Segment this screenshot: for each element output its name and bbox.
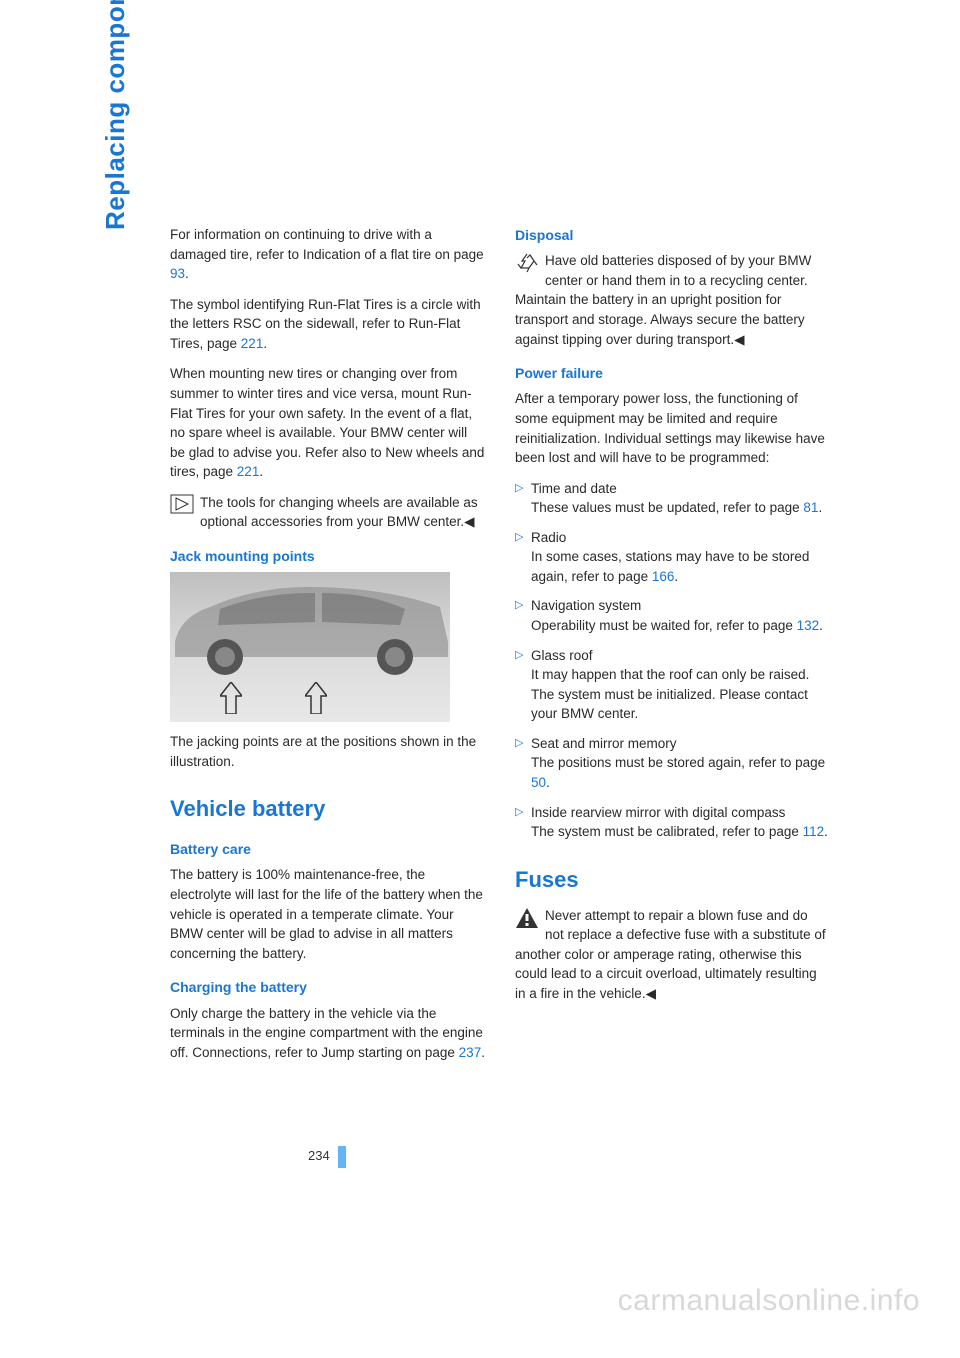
- list-item: ▷ Navigation system Operability must be …: [515, 596, 830, 635]
- list-item-title: Seat and mirror memory: [531, 736, 677, 751]
- list-marker-icon: ▷: [515, 481, 523, 497]
- fuses-paragraph: Never attempt to repair a blown fuse and…: [515, 906, 830, 1004]
- list-item-body: These values must be updated, refer to p…: [531, 500, 803, 515]
- section-heading-fuses: Fuses: [515, 864, 830, 896]
- list-item: ▷ Radio In some cases, stations may have…: [515, 528, 830, 587]
- body-text: .: [185, 266, 189, 281]
- subheading-power-failure: Power failure: [515, 363, 830, 383]
- subheading-charging: Charging the battery: [170, 977, 485, 997]
- paragraph: When mounting new tires or changing over…: [170, 364, 485, 481]
- note-paragraph: The tools for changing wheels are availa…: [170, 493, 485, 532]
- page: Replacing components For information on …: [0, 0, 960, 1358]
- body-text: For information on continuing to drive w…: [170, 227, 484, 262]
- note-icon: [170, 494, 194, 520]
- body-text: After a temporary power loss, the functi…: [515, 389, 830, 467]
- list-item-body: .: [818, 500, 822, 515]
- page-number: 234: [308, 1148, 330, 1163]
- body-text: The battery is 100% maintenance-free, th…: [170, 865, 485, 963]
- end-mark-icon: ◀: [464, 514, 474, 529]
- jack-points-illustration: [170, 572, 450, 722]
- caption-text: The jacking points are at the positions …: [170, 732, 485, 771]
- list-item-body: The system must be calibrated, refer to …: [531, 824, 803, 839]
- end-mark-icon: ◀: [646, 986, 656, 1001]
- car-silhouette-icon: [170, 577, 450, 677]
- paragraph: The symbol identifying Run-Flat Tires is…: [170, 295, 485, 354]
- end-mark-icon: ◀: [734, 332, 744, 347]
- watermark-text: carmanualsonline.info: [618, 1284, 920, 1318]
- body-text: .: [481, 1045, 485, 1060]
- page-link[interactable]: 81: [803, 500, 818, 515]
- body-text: .: [259, 464, 263, 479]
- warning-icon: [515, 907, 539, 935]
- page-link[interactable]: 132: [797, 618, 820, 633]
- fuses-text: Never attempt to repair a blown fuse and…: [515, 908, 826, 1001]
- list-marker-icon: ▷: [515, 530, 523, 546]
- list-item-body: .: [819, 618, 823, 633]
- subheading-disposal: Disposal: [515, 225, 830, 245]
- list-item: ▷ Inside rearview mirror with digital co…: [515, 803, 830, 842]
- list-item-title: Radio: [531, 530, 566, 545]
- page-link[interactable]: 221: [241, 336, 264, 351]
- list-item: ▷ Glass roof It may happen that the roof…: [515, 646, 830, 724]
- list-item-body: It may happen that the roof can only be …: [531, 667, 809, 721]
- page-link[interactable]: 221: [237, 464, 260, 479]
- subheading-care: Battery care: [170, 839, 485, 859]
- note-text: The tools for changing wheels are availa…: [200, 495, 478, 530]
- body-text: When mounting new tires or changing over…: [170, 366, 484, 479]
- power-failure-list: ▷ Time and date These values must be upd…: [515, 479, 830, 842]
- disposal-text: Have old batteries disposed of by your B…: [515, 253, 811, 346]
- arrow-up-icon: [305, 682, 327, 714]
- page-link[interactable]: 166: [652, 569, 675, 584]
- list-marker-icon: ▷: [515, 598, 523, 614]
- page-link[interactable]: 112: [803, 824, 825, 839]
- body-text: Only charge the battery in the vehicle v…: [170, 1006, 483, 1060]
- page-link[interactable]: 50: [531, 775, 546, 790]
- list-item: ▷ Time and date These values must be upd…: [515, 479, 830, 518]
- list-marker-icon: ▷: [515, 805, 523, 821]
- list-marker-icon: ▷: [515, 648, 523, 664]
- list-item-body: .: [824, 824, 828, 839]
- list-item-title: Time and date: [531, 481, 617, 496]
- list-item-body: Operability must be waited for, refer to…: [531, 618, 797, 633]
- recycle-icon: [515, 252, 539, 280]
- list-item: ▷ Seat and mirror memory The positions m…: [515, 734, 830, 793]
- list-item-body: .: [546, 775, 550, 790]
- body-text: The symbol identifying Run-Flat Tires is…: [170, 297, 481, 351]
- paragraph: Only charge the battery in the vehicle v…: [170, 1004, 485, 1063]
- list-item-title: Navigation system: [531, 598, 641, 613]
- list-item-title: Glass roof: [531, 648, 593, 663]
- right-column: Disposal Have old batteries disposed of …: [515, 225, 830, 1073]
- side-tab-title: Replacing components: [100, 0, 131, 230]
- list-item-body: The positions must be stored again, refe…: [531, 755, 825, 770]
- arrow-up-icon: [220, 682, 242, 714]
- disposal-paragraph: Have old batteries disposed of by your B…: [515, 251, 830, 349]
- body-text: .: [263, 336, 267, 351]
- list-marker-icon: ▷: [515, 736, 523, 752]
- paragraph: For information on continuing to drive w…: [170, 225, 485, 284]
- content-area: For information on continuing to drive w…: [170, 225, 830, 1073]
- list-item-body: .: [674, 569, 678, 584]
- list-item-title: Inside rearview mirror with digital comp…: [531, 805, 785, 820]
- page-link[interactable]: 237: [459, 1045, 482, 1060]
- page-link[interactable]: 93: [170, 266, 185, 281]
- page-number-bar: [338, 1146, 346, 1168]
- section-heading-battery: Vehicle battery: [170, 793, 485, 825]
- subheading-jack: Jack mounting points: [170, 546, 485, 566]
- left-column: For information on continuing to drive w…: [170, 225, 485, 1073]
